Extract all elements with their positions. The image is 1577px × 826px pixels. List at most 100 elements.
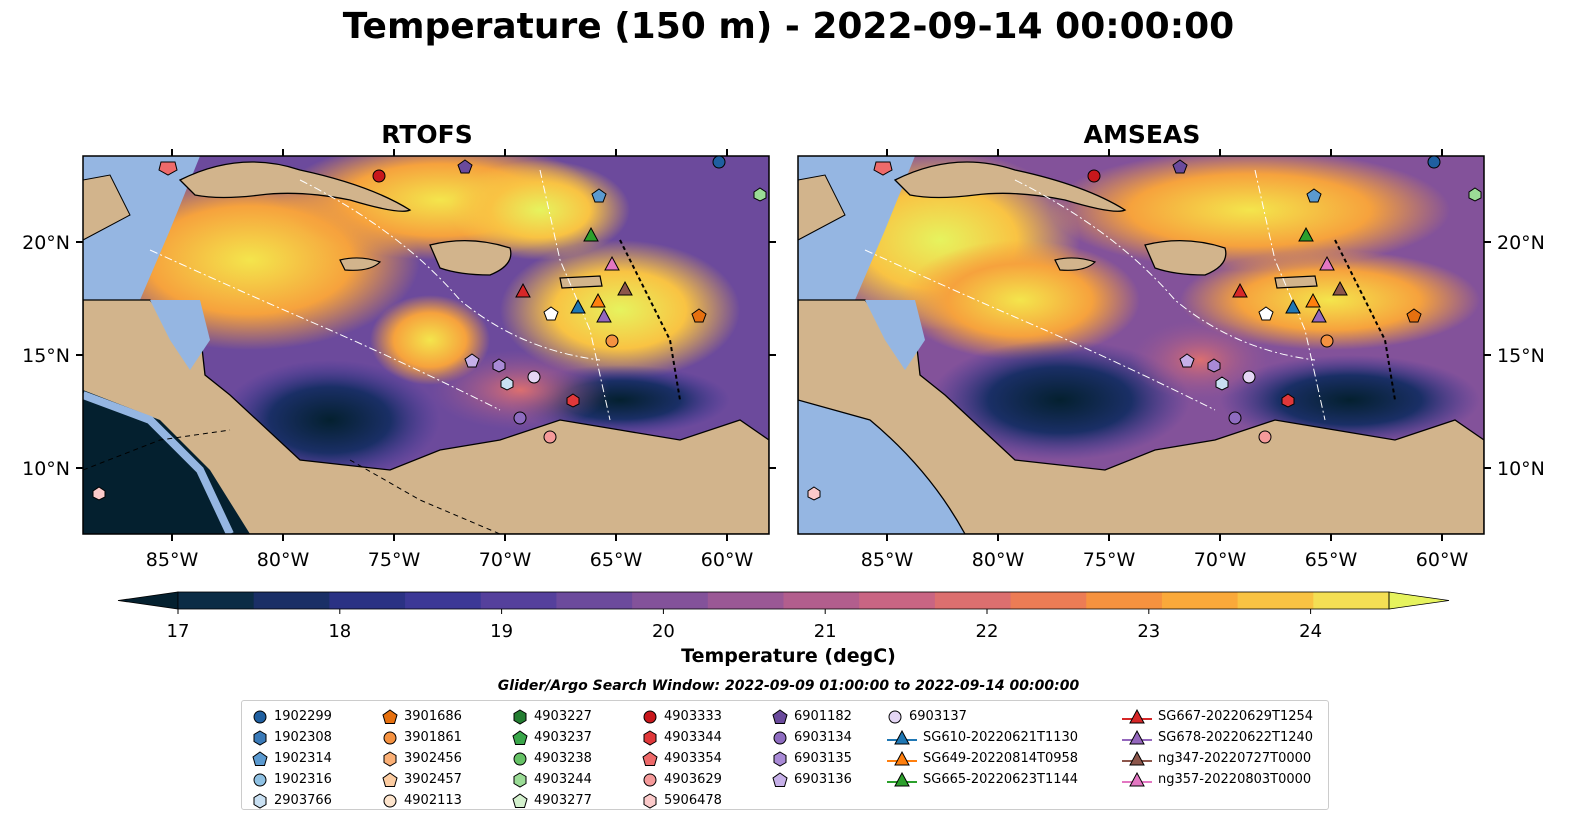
legend-entry: 6903136 <box>772 769 852 790</box>
colorbar-tick-label: 17 <box>167 621 190 642</box>
colorbar-segment <box>1161 592 1239 609</box>
legend-marker-icon <box>382 708 398 724</box>
legend-entry-label: 6903134 <box>794 730 852 745</box>
amseas-map <box>798 156 1484 534</box>
colorbar-tick-label: 24 <box>1299 621 1322 642</box>
legend-marker-icon <box>773 731 787 744</box>
legend-marker-icon <box>253 710 267 723</box>
legend-entry-label: 4903238 <box>534 751 592 766</box>
legend-marker-icon <box>383 731 397 744</box>
colorbar-tick-label: 23 <box>1137 621 1160 642</box>
legend-column: 1902299 1902308 1902314 1902316 2903766 <box>252 706 332 811</box>
legend-marker-icon <box>773 750 787 767</box>
legend-entry: 6903137 <box>887 706 1078 727</box>
lat-tick-label-right: 10°N <box>1497 458 1545 480</box>
legend-column: 3901686 3901861 3902456 3902457 4902113 <box>382 706 462 811</box>
colorbar-segment <box>556 592 633 609</box>
legend-entry: SG667-20220629T1254 <box>1122 706 1313 727</box>
colorbar-segment <box>1237 592 1314 609</box>
legend-column: 4903227 4903237 4903238 4903244 4903277 <box>512 706 592 811</box>
colorbar-label: Temperature (degC) <box>681 645 896 667</box>
lat-tick-label-left: 20°N <box>22 232 70 254</box>
legend-entry: 6901182 <box>772 706 852 727</box>
legend-entry-label: SG665-20220623T1144 <box>923 772 1079 787</box>
colorbar-segment <box>253 592 330 609</box>
longitude-axis: 85°W 80°W 75°W 70°W 65°W 60°W 85°W 80°W 75°W 70°W… <box>146 149 1469 571</box>
legend-entry-label: 1902314 <box>274 751 332 766</box>
legend-marker-icon <box>252 750 268 766</box>
lon-tick-label: 70°W <box>1194 549 1247 571</box>
legend-marker-icon <box>1122 708 1152 723</box>
legend-marker-icon <box>1122 729 1152 744</box>
lon-tick-label: 60°W <box>1416 549 1469 571</box>
legend-entry-label: 4903237 <box>534 730 592 745</box>
lat-tick-label-right: 20°N <box>1497 232 1545 254</box>
legend-entry-label: ng357-20220803T0000 <box>1158 772 1312 787</box>
legend-entry-label: SG667-20220629T1254 <box>1158 709 1314 724</box>
legend-entry: 1902299 <box>252 706 332 727</box>
legend-entry: ng347-20220727T0000 <box>1122 748 1313 769</box>
legend-entry: SG649-20220814T0958 <box>887 748 1078 769</box>
rtofs-map <box>83 156 769 534</box>
legend-entry-label: 1902316 <box>274 772 332 787</box>
legend-entry: 1902314 <box>252 748 332 769</box>
legend-marker-icon <box>643 710 657 723</box>
colorbar-segment <box>178 592 255 609</box>
legend-entry-label: 4902113 <box>404 793 462 808</box>
legend-entry-label: ng347-20220727T0000 <box>1158 751 1312 766</box>
legend-entry-label: 4903244 <box>534 772 592 787</box>
legend-marker-icon <box>643 729 657 746</box>
legend-entry: 6903134 <box>772 727 852 748</box>
legend-marker-icon <box>643 773 657 786</box>
legend-entry-label: 4903344 <box>664 730 722 745</box>
legend-entry: 4903244 <box>512 769 592 790</box>
legend-entry-label: 4903227 <box>534 709 592 724</box>
lon-tick-label: 75°W <box>368 549 421 571</box>
map-panels: 85°W 80°W 75°W 70°W 65°W 60°W 85°W 80°W 75°W 70°W… <box>22 149 1545 571</box>
legend-entry-label: 2903766 <box>274 793 332 808</box>
colorbar-segment <box>707 592 784 609</box>
lon-tick-label: 80°W <box>257 549 310 571</box>
legend-entry: 1902308 <box>252 727 332 748</box>
legend-entry: 3901686 <box>382 706 462 727</box>
panel-title-rtofs: RTOFS <box>381 120 473 149</box>
legend-entry-label: 6903137 <box>909 709 967 724</box>
legend-entry-label: 1902299 <box>274 709 332 724</box>
legend-entry: 1902316 <box>252 769 332 790</box>
legend-entry-label: 4903333 <box>664 709 722 724</box>
legend-entry-label: 4903277 <box>534 793 592 808</box>
colorbar-segment <box>859 592 936 609</box>
legend-column: 6901182 6903134 6903135 6903136 <box>772 706 852 790</box>
legend-entry: SG665-20220623T1144 <box>887 769 1078 790</box>
legend-entry-label: 4903354 <box>664 751 722 766</box>
legend-marker-icon <box>643 792 657 809</box>
legend-entry: 3901861 <box>382 727 462 748</box>
colorbar-segment <box>405 592 482 609</box>
colorbar-segment <box>632 592 709 609</box>
lon-tick-label: 85°W <box>861 549 914 571</box>
legend-marker-icon <box>253 792 267 809</box>
legend-marker-icon <box>887 750 917 765</box>
legend-entry: 4903237 <box>512 727 592 748</box>
legend-entry-label: 3902456 <box>404 751 462 766</box>
colorbar-extend-high <box>1388 591 1450 610</box>
colorbar-frame <box>177 591 1390 610</box>
legend-entry: 4903277 <box>512 790 592 811</box>
colorbar-segment <box>1086 592 1163 609</box>
legend-column: SG667-20220629T1254 SG678-20220622T1240 ng… <box>1122 706 1313 790</box>
legend-entry-label: 1902308 <box>274 730 332 745</box>
legend-entry-label: 6903135 <box>794 751 852 766</box>
lat-tick-label-left: 15°N <box>22 345 70 367</box>
colorbar-segment <box>480 592 557 609</box>
legend-entry-label: SG610-20220621T1130 <box>923 730 1079 745</box>
search-window-caption: Glider/Argo Search Window: 2022-09-09 01… <box>497 678 1080 694</box>
legend-entry-label: 3902457 <box>404 772 462 787</box>
colorbar-tick-label: 18 <box>328 621 351 642</box>
colorbar-tick-label: 20 <box>652 621 675 642</box>
legend-entry: 4903354 <box>642 748 722 769</box>
legend-marker-icon <box>253 729 267 746</box>
colorbar-segment <box>329 592 406 609</box>
legend-entry: SG610-20220621T1130 <box>887 727 1078 748</box>
legend-entry: 4903227 <box>512 706 592 727</box>
legend-entry: 2903766 <box>252 790 332 811</box>
